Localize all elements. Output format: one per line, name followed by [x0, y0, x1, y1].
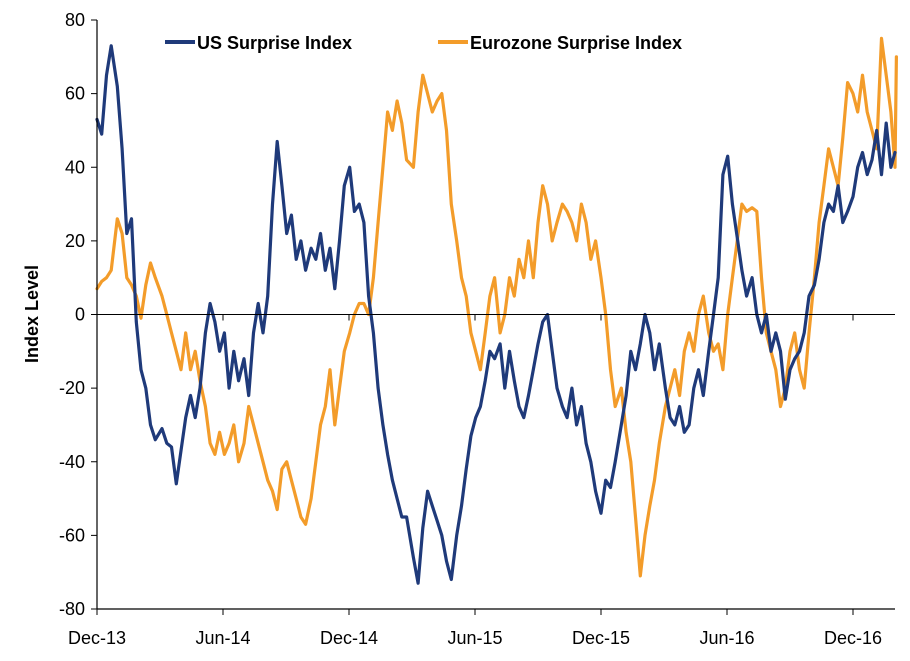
- y-tick-label: 60: [65, 84, 85, 104]
- y-tick-label: 40: [65, 157, 85, 177]
- x-tick-label: Jun-14: [195, 628, 250, 648]
- axes: [96, 20, 895, 610]
- plot-area: [95, 36, 898, 585]
- x-tick-label: Dec-13: [68, 628, 126, 648]
- y-tick-label: 0: [75, 305, 85, 325]
- y-tick-label: -60: [59, 525, 85, 545]
- y-tick-label: -40: [59, 452, 85, 472]
- x-tick-label: Dec-16: [824, 628, 882, 648]
- x-tick-label: Jun-15: [447, 628, 502, 648]
- y-axis-ticks: -80 -60 -40 -20 0 20 40 60 80: [59, 10, 97, 619]
- x-tick-label: Dec-14: [320, 628, 378, 648]
- legend: US Surprise Index Eurozone Surprise Index: [165, 33, 682, 53]
- y-axis-title: Index Level: [22, 265, 42, 363]
- x-tick-label: Dec-15: [572, 628, 630, 648]
- us-surprise-index-line: [95, 44, 897, 585]
- y-tick-label: 80: [65, 10, 85, 30]
- y-tick-label: 20: [65, 231, 85, 251]
- legend-label: Eurozone Surprise Index: [470, 33, 682, 53]
- eurozone-surprise-index-line: [95, 36, 898, 578]
- legend-label: US Surprise Index: [197, 33, 352, 53]
- y-tick-label: -80: [59, 599, 85, 619]
- x-tick-label: Jun-16: [699, 628, 754, 648]
- y-tick-label: -20: [59, 378, 85, 398]
- x-axis-ticks: Dec-13 Jun-14 Dec-14 Jun-15 Dec-15 Jun-16 Dec-…: [68, 314, 882, 648]
